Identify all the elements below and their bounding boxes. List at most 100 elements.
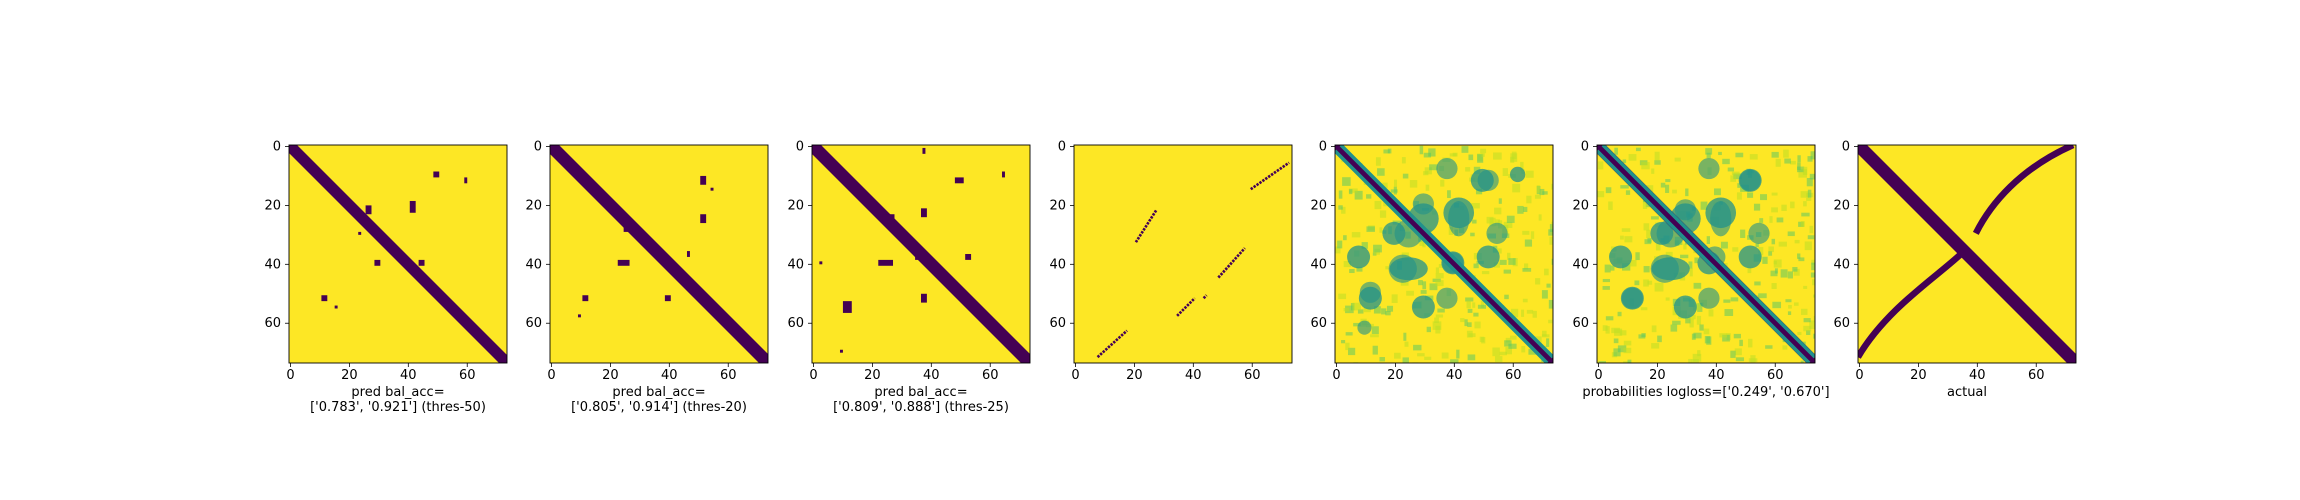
prob-blob bbox=[1609, 245, 1633, 269]
prob-noise-cell bbox=[1771, 283, 1777, 289]
prob-noise-cell bbox=[1517, 205, 1524, 214]
prob-noise-cell bbox=[1447, 190, 1451, 198]
prob-noise-cell bbox=[1338, 205, 1343, 210]
prob-noise-cell bbox=[1688, 314, 1696, 320]
prob-noise-cell bbox=[1377, 168, 1385, 176]
x-axis-label: pred bal_acc= bbox=[351, 385, 444, 400]
x-tick-label: 20 bbox=[602, 368, 619, 383]
prob-noise-cell bbox=[1348, 347, 1356, 356]
prob-noise-cell bbox=[1798, 257, 1805, 262]
prob-noise-cell bbox=[1403, 332, 1407, 341]
prob-noise-cell bbox=[1672, 189, 1677, 194]
prob-noise-cell bbox=[1423, 152, 1432, 158]
prob-noise-cell bbox=[1689, 268, 1693, 277]
prob-noise-cell bbox=[1432, 321, 1442, 330]
prob-noise-cell bbox=[1768, 246, 1774, 253]
prob-noise-cell bbox=[1730, 297, 1739, 302]
y-tick-label: 40 bbox=[525, 257, 542, 272]
prob-noise-cell bbox=[1635, 252, 1640, 261]
prob-noise-cell bbox=[1793, 268, 1800, 276]
prob-noise-cell bbox=[1508, 258, 1516, 265]
axes-frame bbox=[1073, 144, 1293, 364]
prob-noise-cell bbox=[1604, 264, 1611, 273]
prob-noise-cell bbox=[1524, 263, 1529, 270]
prob-noise-cell bbox=[1623, 361, 1631, 363]
prob-noise-cell bbox=[1814, 325, 1815, 330]
prob-noise-cell bbox=[1651, 216, 1659, 220]
prob-noise-cell bbox=[1665, 297, 1670, 301]
prob-noise-cell bbox=[1762, 256, 1768, 264]
y-tick-label: 60 bbox=[1833, 316, 1850, 331]
prob-noise-cell bbox=[1733, 333, 1741, 339]
prob-noise-cell bbox=[1814, 282, 1815, 287]
prob-noise-cell bbox=[1642, 200, 1648, 209]
prob-noise-cell bbox=[1693, 282, 1702, 289]
prob-noise-cell bbox=[1759, 218, 1764, 223]
y-tick-label: 0 bbox=[796, 139, 804, 154]
prob-noise-cell bbox=[1784, 158, 1791, 164]
heatmap-panel-4: 0 20 40 60 0 20 40 60 bbox=[1049, 139, 1293, 383]
prob-noise-cell bbox=[1720, 241, 1728, 249]
prob-diagonal-side bbox=[1601, 145, 1815, 359]
prob-noise-cell bbox=[1391, 294, 1398, 304]
prob-noise-cell bbox=[1467, 354, 1476, 361]
prob-noise-cell bbox=[1343, 261, 1351, 268]
prob-noise-cell bbox=[1735, 152, 1744, 158]
prob-noise-cell bbox=[1526, 309, 1534, 314]
prob-noise-cell bbox=[1468, 154, 1474, 161]
prob-noise-cell bbox=[1806, 330, 1811, 335]
y-tick-label: 40 bbox=[264, 257, 281, 272]
prob-noise-cell bbox=[1385, 266, 1389, 270]
prob-noise-cell bbox=[1735, 357, 1745, 362]
prob-noise-cell bbox=[1338, 293, 1347, 300]
prob-noise-cell bbox=[1335, 246, 1341, 254]
prob-noise-cell bbox=[1505, 337, 1511, 343]
prob-noise-cell bbox=[1765, 345, 1773, 349]
prob-noise-cell bbox=[1460, 318, 1465, 323]
prob-noise-cell bbox=[1418, 280, 1423, 286]
prob-noise-cell bbox=[1435, 273, 1444, 279]
x-axis-label: pred bal_acc= bbox=[612, 385, 705, 400]
prob-blob-mirror bbox=[1710, 200, 1732, 237]
prob-noise-cell bbox=[1623, 347, 1632, 354]
prob-noise-cell bbox=[1696, 315, 1702, 325]
contact-blob bbox=[358, 231, 362, 235]
prob-noise-cell bbox=[1771, 238, 1776, 245]
prob-noise-cell bbox=[1477, 304, 1487, 309]
prob-noise-cell bbox=[1685, 188, 1689, 197]
x-tick-label: 20 bbox=[1910, 368, 1927, 383]
prob-noise-cell bbox=[1619, 330, 1627, 336]
contact-blob bbox=[882, 214, 895, 224]
prob-noise-cell bbox=[1627, 359, 1632, 363]
prob-noise-cell bbox=[1422, 281, 1427, 290]
prob-noise-cell bbox=[1640, 307, 1648, 311]
prob-noise-cell bbox=[1504, 340, 1512, 347]
y-tick-label: 0 bbox=[1058, 139, 1066, 154]
prob-noise-cell bbox=[1755, 243, 1759, 248]
x-axis-label: ['0.783', '0.921'] (thres-50) bbox=[310, 400, 486, 415]
prob-noise-cell bbox=[1499, 259, 1507, 265]
prob-noise-cell bbox=[1409, 180, 1418, 188]
contact-blob bbox=[954, 177, 964, 184]
prob-blob-mirror bbox=[1477, 169, 1499, 191]
axes-frame bbox=[1596, 144, 1816, 364]
prob-noise-cell bbox=[1381, 308, 1387, 315]
prob-noise-cell bbox=[1473, 263, 1479, 269]
prob-noise-cell bbox=[1672, 320, 1681, 325]
prob-noise-cell bbox=[1356, 266, 1363, 272]
prob-noise-cell bbox=[1647, 280, 1653, 285]
prob-blob bbox=[1389, 257, 1428, 281]
contact-blob bbox=[577, 314, 581, 318]
prob-noise-cell bbox=[1608, 201, 1613, 210]
prob-noise-cell bbox=[1473, 312, 1479, 317]
prob-noise-cell bbox=[1737, 183, 1741, 188]
prob-noise-cell bbox=[1813, 333, 1815, 339]
prob-noise-cell bbox=[1551, 183, 1553, 190]
prob-noise-cell bbox=[1617, 345, 1627, 353]
prob-noise-cell bbox=[1354, 190, 1363, 200]
prob-noise-cell bbox=[1641, 162, 1650, 170]
contact-blob bbox=[433, 171, 440, 178]
prob-noise-cell bbox=[1803, 285, 1808, 289]
prob-noise-cell bbox=[1374, 200, 1382, 210]
prob-noise-cell bbox=[1366, 194, 1372, 199]
